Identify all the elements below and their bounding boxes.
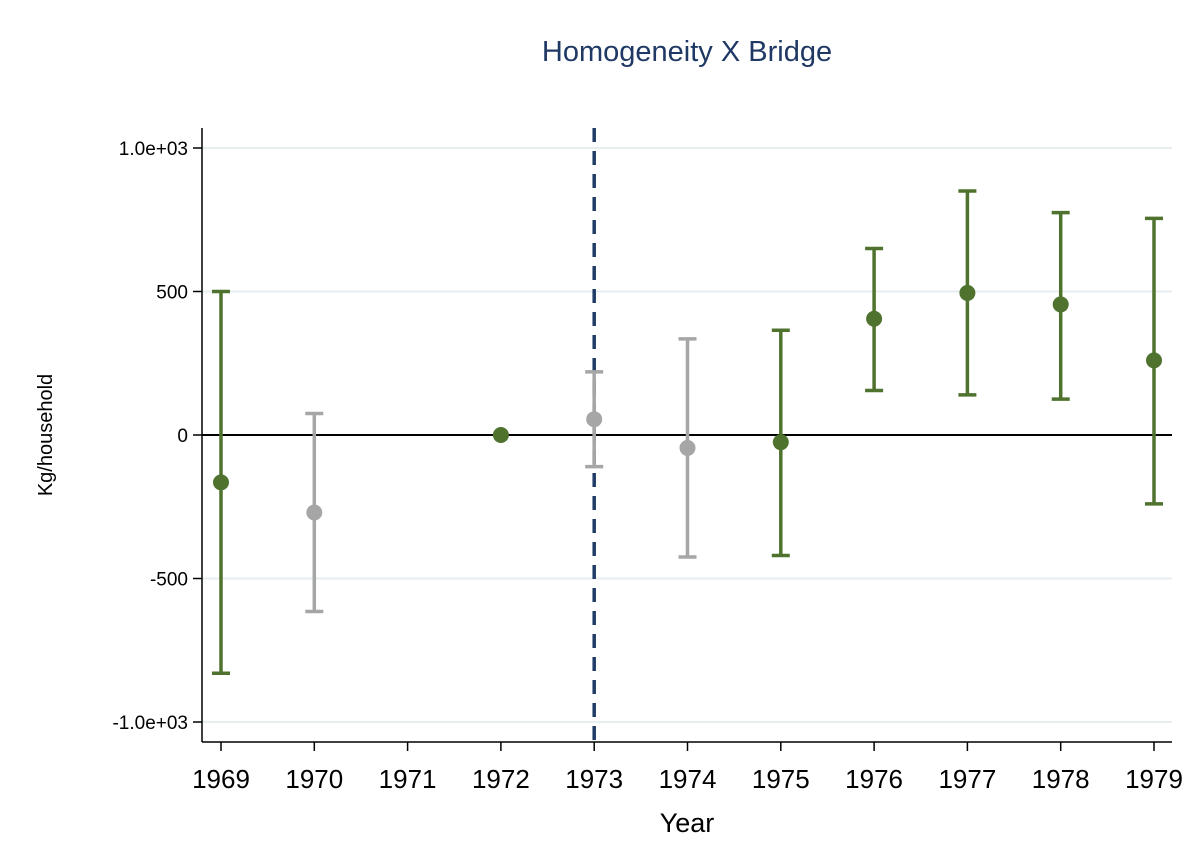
- x-tick-label: 1971: [379, 764, 437, 794]
- y-tick-label: -500: [150, 570, 188, 591]
- y-tick-label: -1.0e+03: [112, 713, 188, 734]
- point-1977: [959, 284, 976, 301]
- axes: 1.0e+03 500 0 -500 -1.0e+03 1969 1970 1971 1972 1…: [112, 128, 1183, 794]
- grid-lines: [202, 147, 1172, 723]
- point-1973: [586, 411, 603, 428]
- y-tick-label: 0: [177, 426, 188, 447]
- y-tick-label: 1.0e+03: [119, 139, 188, 160]
- x-tick-label: 1975: [752, 764, 810, 794]
- point-1975: [772, 434, 789, 451]
- y-axis-label: Kg/household: [35, 374, 57, 496]
- x-tick-label: 1972: [472, 764, 530, 794]
- x-tick-label: 1974: [659, 764, 717, 794]
- x-tick-label: 1969: [192, 764, 250, 794]
- point-1979: [1146, 352, 1162, 369]
- data-marks: [212, 189, 1163, 675]
- y-tick-label: 500: [156, 283, 188, 304]
- x-tick-label: 1979: [1125, 764, 1183, 794]
- x-tick-label: 1977: [938, 764, 996, 794]
- chart-title: Homogeneity X Bridge: [542, 36, 832, 68]
- point-1969: [213, 474, 229, 491]
- point-1978: [1052, 296, 1069, 313]
- point-1976: [866, 310, 883, 327]
- x-tick-label: 1976: [845, 764, 903, 794]
- x-tick-label: 1973: [565, 764, 623, 794]
- point-1974: [679, 439, 696, 456]
- x-tick-label: 1970: [285, 764, 343, 794]
- x-tick-label: 1978: [1032, 764, 1090, 794]
- x-axis-label: Year: [660, 808, 715, 838]
- point-1972: [492, 427, 509, 443]
- point-1970: [306, 504, 323, 521]
